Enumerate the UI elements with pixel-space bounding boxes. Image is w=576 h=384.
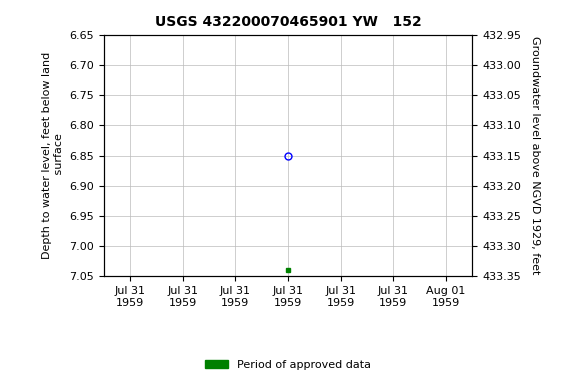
Legend: Period of approved data: Period of approved data: [201, 356, 375, 375]
Title: USGS 432200070465901 YW   152: USGS 432200070465901 YW 152: [154, 15, 422, 29]
Y-axis label: Depth to water level, feet below land
 surface: Depth to water level, feet below land su…: [42, 52, 64, 259]
Y-axis label: Groundwater level above NGVD 1929, feet: Groundwater level above NGVD 1929, feet: [530, 36, 540, 275]
